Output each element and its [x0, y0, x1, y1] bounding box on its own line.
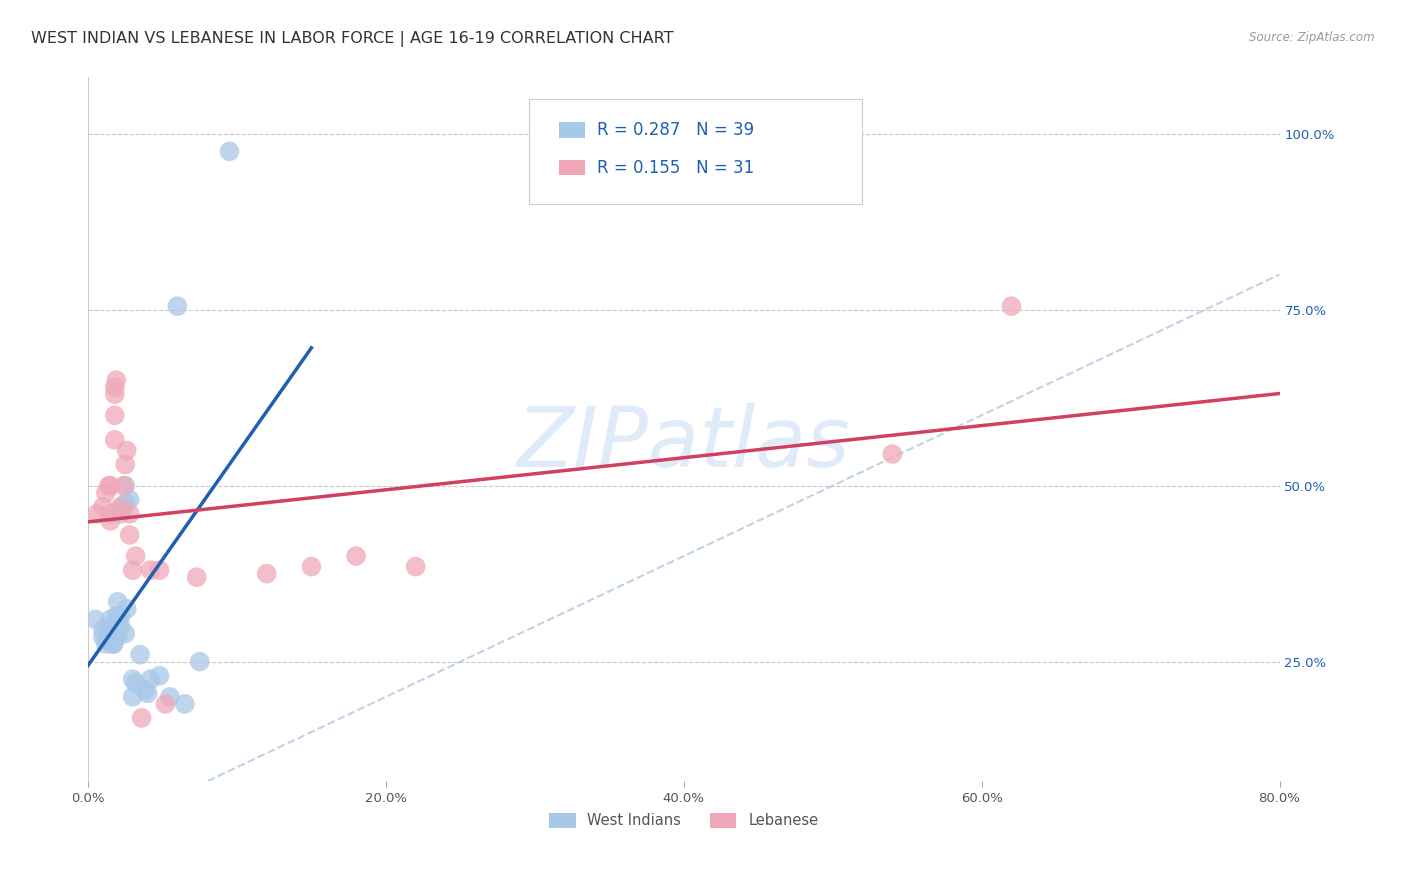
Point: [218, 145, 240, 159]
Point: [134, 682, 156, 697]
Point: [299, 559, 322, 574]
Bar: [558, 122, 585, 138]
Point: [139, 563, 162, 577]
Point: [114, 478, 136, 492]
Text: R = 0.155   N = 31: R = 0.155 N = 31: [596, 159, 754, 177]
Point: [94, 637, 117, 651]
Point: [124, 675, 146, 690]
Point: [124, 549, 146, 563]
Point: [98, 619, 121, 633]
Point: [107, 623, 129, 637]
Point: [131, 711, 153, 725]
Point: [98, 612, 121, 626]
Point: [114, 458, 136, 472]
Point: [107, 630, 129, 644]
Point: [91, 500, 114, 514]
Point: [98, 507, 121, 521]
Point: [155, 697, 177, 711]
Point: [104, 433, 127, 447]
Point: [91, 623, 114, 637]
Point: [110, 507, 132, 521]
Point: [129, 648, 152, 662]
Point: [86, 507, 108, 521]
Point: [118, 507, 141, 521]
FancyBboxPatch shape: [529, 98, 862, 204]
Point: [104, 615, 127, 630]
Point: [94, 485, 117, 500]
Point: [115, 602, 138, 616]
Point: [104, 409, 127, 423]
Point: [104, 623, 127, 637]
Point: [148, 669, 170, 683]
Point: [344, 549, 367, 563]
Point: [98, 478, 121, 492]
Text: R = 0.287   N = 39: R = 0.287 N = 39: [596, 121, 754, 139]
Point: [166, 299, 188, 313]
Point: [91, 630, 114, 644]
Point: [118, 492, 141, 507]
Point: [103, 637, 125, 651]
Text: WEST INDIAN VS LEBANESE IN LABOR FORCE | AGE 16-19 CORRELATION CHART: WEST INDIAN VS LEBANESE IN LABOR FORCE |…: [31, 31, 673, 47]
Point: [107, 595, 129, 609]
Point: [136, 686, 159, 700]
Point: [114, 626, 136, 640]
Point: [882, 447, 904, 461]
Point: [96, 633, 118, 648]
Point: [114, 496, 136, 510]
Point: [405, 559, 427, 574]
Point: [111, 503, 134, 517]
Point: [104, 630, 127, 644]
Point: [121, 690, 143, 704]
Point: [98, 514, 121, 528]
Point: [173, 697, 195, 711]
Point: [188, 655, 211, 669]
Point: [159, 690, 181, 704]
Legend: West Indians, Lebanese: West Indians, Lebanese: [544, 806, 824, 834]
Point: [97, 478, 120, 492]
Point: [139, 672, 162, 686]
Point: [104, 380, 127, 394]
Point: [256, 566, 278, 581]
Point: [111, 500, 134, 514]
Point: [84, 612, 107, 626]
Point: [105, 373, 128, 387]
Point: [110, 608, 132, 623]
Point: [118, 528, 141, 542]
Point: [104, 387, 127, 401]
Text: ZIPatlas: ZIPatlas: [517, 403, 851, 484]
Bar: [558, 160, 585, 175]
Point: [186, 570, 208, 584]
Point: [103, 637, 125, 651]
Point: [121, 672, 143, 686]
Point: [115, 443, 138, 458]
Point: [110, 619, 132, 633]
Point: [110, 500, 132, 514]
Point: [105, 608, 128, 623]
Text: Source: ZipAtlas.com: Source: ZipAtlas.com: [1250, 31, 1375, 45]
Point: [148, 563, 170, 577]
Point: [121, 563, 143, 577]
Point: [112, 478, 135, 492]
Point: [1000, 299, 1022, 313]
